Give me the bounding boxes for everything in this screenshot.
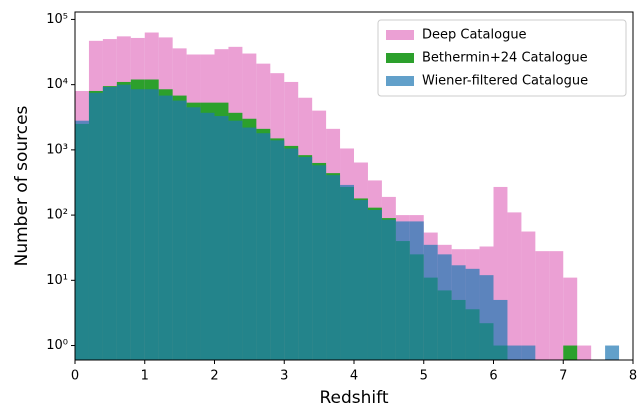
x-tick-label: 4	[350, 369, 358, 384]
bar	[172, 100, 187, 361]
x-tick-label: 0	[71, 369, 79, 384]
y-tick-label: 10⁰	[46, 338, 68, 353]
x-tick-label: 2	[210, 369, 218, 384]
bar	[270, 140, 285, 360]
bar	[479, 275, 494, 360]
bar	[144, 89, 159, 360]
bar	[340, 184, 354, 360]
bar	[437, 254, 452, 360]
y-tick-label: 10⁴	[46, 77, 68, 92]
y-tick-label: 10¹	[46, 273, 68, 288]
bar	[75, 120, 89, 360]
bar	[507, 212, 522, 360]
bar	[256, 133, 271, 360]
bar	[521, 231, 536, 360]
bar	[395, 221, 410, 360]
legend-swatch	[386, 76, 414, 86]
bar	[549, 251, 564, 360]
bar	[409, 221, 424, 360]
bar	[423, 244, 438, 360]
bar	[200, 112, 215, 360]
legend-swatch	[386, 30, 414, 40]
legend-label: Wiener-filtered Catalogue	[422, 74, 588, 89]
x-tick-label: 5	[420, 369, 428, 384]
bar	[284, 148, 299, 360]
bar	[367, 209, 382, 360]
y-axis-label: Number of sources	[12, 105, 32, 266]
bar	[535, 251, 550, 360]
bar	[507, 345, 522, 360]
bar	[214, 116, 229, 360]
bar	[116, 84, 131, 361]
bar	[381, 219, 396, 360]
legend-label: Deep Catalogue	[422, 28, 527, 43]
bar	[130, 89, 145, 360]
bar	[312, 165, 327, 360]
bar	[186, 107, 201, 360]
y-tick-label: 10⁵	[46, 12, 68, 27]
x-tick-label: 1	[141, 369, 149, 384]
legend-box	[377, 19, 627, 97]
x-axis-label: Redshift	[319, 388, 388, 407]
bar	[158, 95, 173, 360]
bar	[326, 175, 341, 360]
legend-swatch	[386, 53, 414, 63]
x-tick-label: 6	[489, 369, 497, 384]
bar	[465, 268, 480, 360]
bar	[605, 345, 620, 360]
bar	[493, 299, 508, 360]
y-tick-label: 10²	[46, 208, 68, 223]
y-tick-label: 10³	[46, 142, 68, 157]
bar	[88, 92, 103, 360]
x-tick-label: 7	[559, 369, 567, 384]
bar	[577, 345, 592, 360]
bar	[451, 265, 466, 360]
bar	[242, 127, 257, 361]
bar	[521, 345, 536, 360]
bar	[228, 120, 243, 360]
bar	[298, 156, 313, 360]
bar	[563, 277, 578, 360]
bar	[102, 87, 117, 361]
bar	[563, 345, 578, 360]
legend-label: Bethermin+24 Catalogue	[422, 51, 588, 66]
x-tick-label: 8	[629, 369, 637, 384]
bar	[354, 200, 368, 360]
x-tick-label: 3	[280, 369, 288, 384]
